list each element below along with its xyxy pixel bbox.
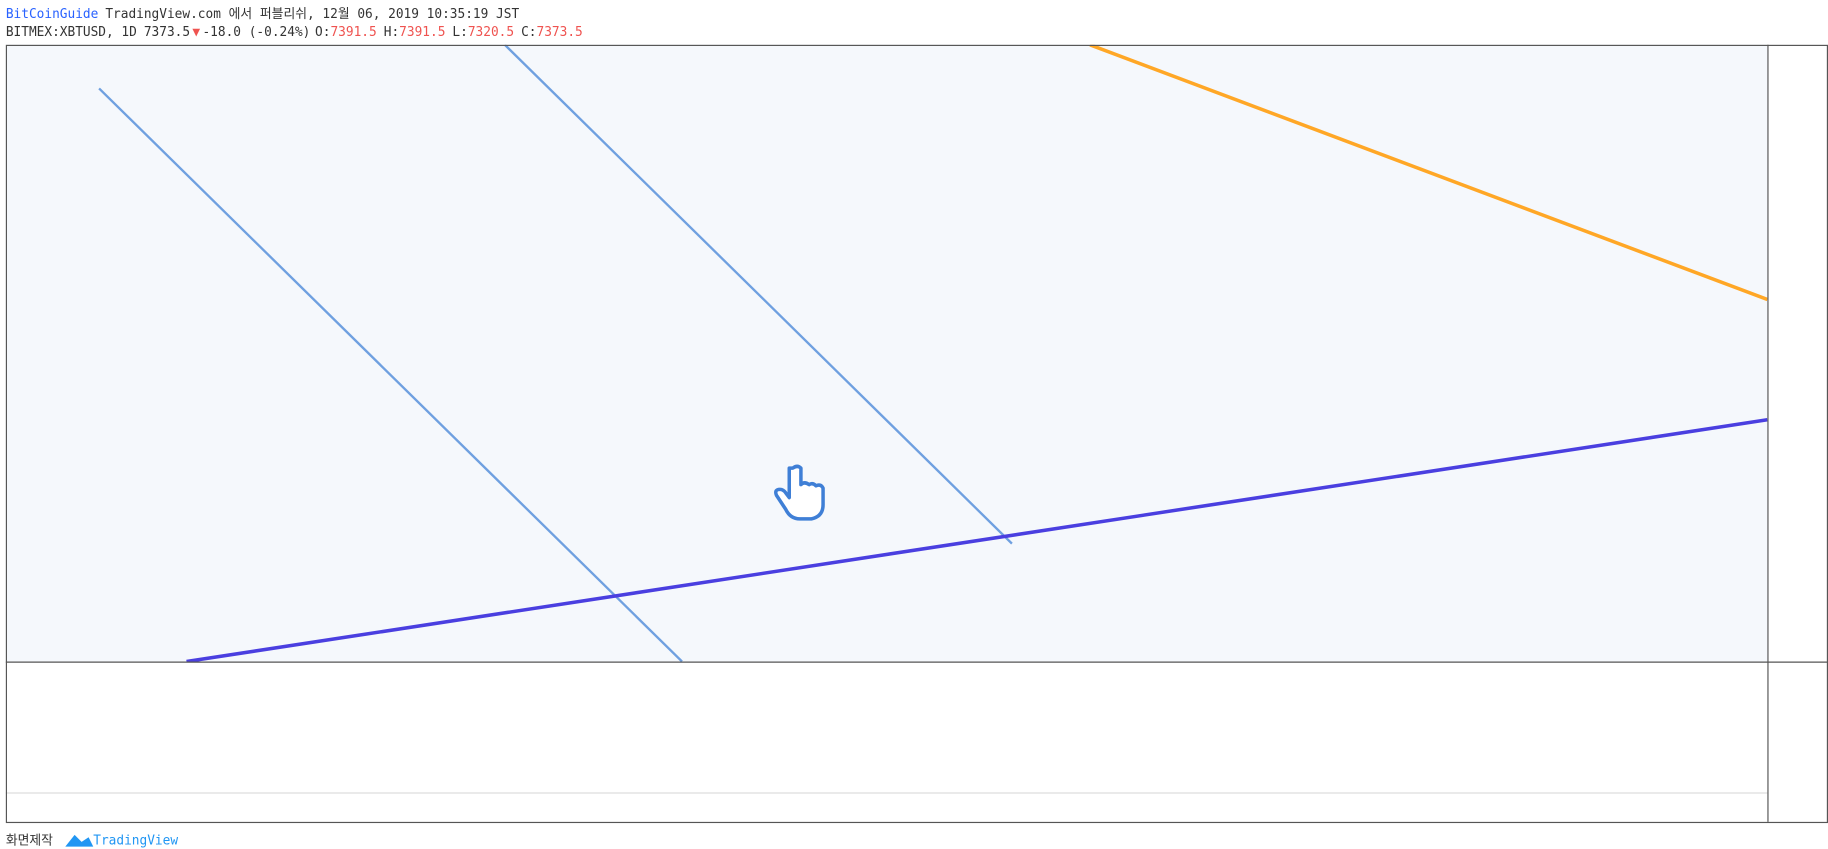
- header-line-1: BitCoinGuide TradingView.com 에서 퍼블리쉬, 12월…: [6, 7, 520, 22]
- last: 7373.5: [144, 24, 190, 39]
- h-label: H:: [384, 24, 399, 39]
- trend-line: [186, 418, 1768, 662]
- c-value: 7373.5: [537, 24, 583, 39]
- trend-line: [1089, 44, 1768, 302]
- footer-brand: TradingView: [93, 833, 178, 848]
- price-panel: [5, 44, 1768, 662]
- o-label: O:: [315, 24, 330, 39]
- l-label: L:: [452, 24, 467, 39]
- footer-made: 화면제작: [6, 833, 53, 848]
- macd-panel: [5, 662, 1768, 793]
- source: BitCoinGuide: [6, 7, 99, 22]
- trend-line: [98, 87, 683, 662]
- frame: [5, 44, 1828, 824]
- down-arrow: ▼: [192, 24, 200, 39]
- header-line-2: BITMEX:XBTUSD, 1D 7373.5 ▼ -18.0 (-0.24%) O:…: [6, 24, 583, 39]
- drawings: [98, 44, 1768, 662]
- published: TradingView.com 에서 퍼블리쉬, 12월 06, 2019 10…: [105, 7, 519, 22]
- l-value: 7320.5: [468, 24, 514, 39]
- hand-cursor: [774, 464, 825, 521]
- change: -18.0 (-0.24%): [202, 24, 310, 39]
- o-value: 7391.5: [330, 24, 376, 39]
- symbol: BITMEX:XBTUSD, 1D: [6, 24, 137, 39]
- trend-line: [503, 44, 1013, 545]
- c-label: C:: [521, 24, 536, 39]
- h-value: 7391.5: [399, 24, 445, 39]
